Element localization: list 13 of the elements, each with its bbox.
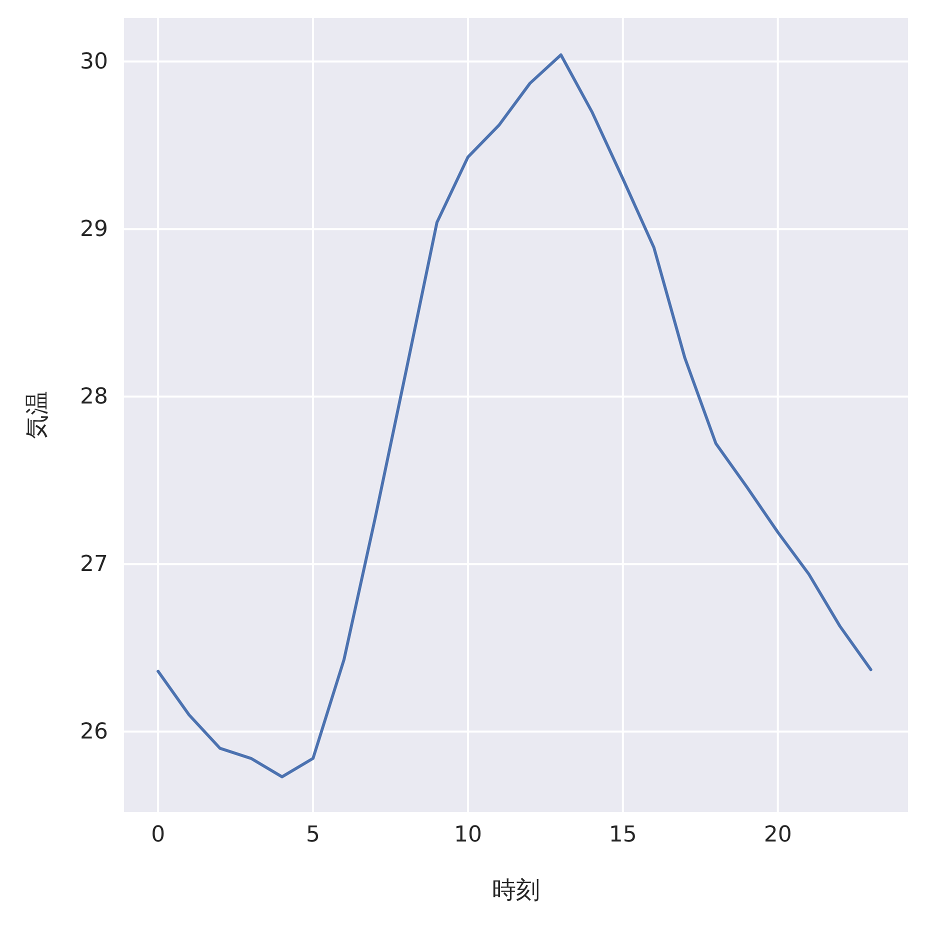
line-series — [156, 53, 872, 778]
y-tick-label: 30 — [80, 50, 108, 75]
x-axis-title: 時刻 — [492, 876, 540, 904]
x-tick-label: 10 — [454, 822, 482, 848]
x-tick-label: 5 — [306, 822, 320, 848]
x-tick-label: 15 — [608, 822, 637, 848]
x-tick-label: 0 — [151, 822, 166, 848]
x-tick-label: 20 — [764, 822, 792, 848]
y-tick-label: 26 — [80, 720, 108, 745]
y-tick-label: 28 — [80, 384, 108, 410]
y-axis-title: 気温 — [23, 391, 51, 439]
y-tick-label: 27 — [80, 552, 108, 578]
y-tick-label: 29 — [80, 217, 108, 242]
